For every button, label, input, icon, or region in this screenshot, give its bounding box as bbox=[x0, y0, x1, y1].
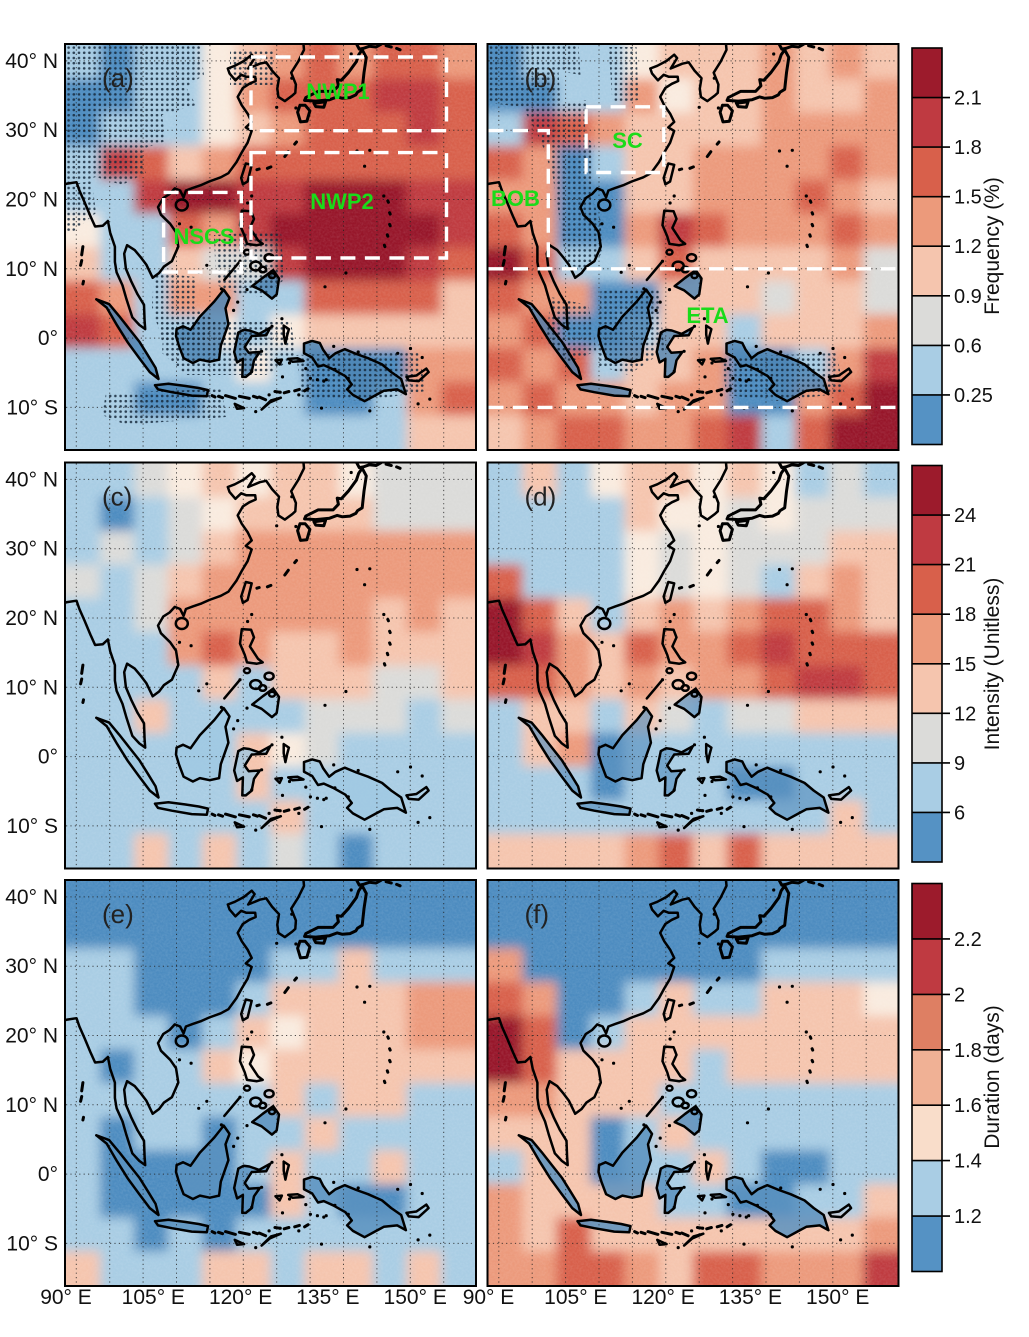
svg-text:NWP1: NWP1 bbox=[306, 79, 370, 104]
svg-text:Intensity (Unitless): Intensity (Unitless) bbox=[981, 578, 1004, 751]
svg-text:105° E: 105° E bbox=[122, 1286, 185, 1309]
svg-text:20° N: 20° N bbox=[5, 1025, 58, 1048]
svg-text:1.8: 1.8 bbox=[954, 137, 982, 159]
svg-text:2.1: 2.1 bbox=[954, 88, 982, 110]
svg-text:120° E: 120° E bbox=[209, 1286, 272, 1309]
svg-text:30° N: 30° N bbox=[5, 538, 58, 561]
svg-text:(b): (b) bbox=[525, 63, 557, 93]
svg-text:105° E: 105° E bbox=[544, 1286, 607, 1309]
svg-text:135° E: 135° E bbox=[719, 1286, 782, 1309]
svg-text:120° E: 120° E bbox=[631, 1286, 694, 1309]
svg-text:SC: SC bbox=[612, 128, 643, 153]
svg-text:20° N: 20° N bbox=[5, 189, 58, 212]
svg-text:1.5: 1.5 bbox=[954, 187, 982, 209]
svg-text:(a): (a) bbox=[102, 63, 134, 93]
svg-text:0°: 0° bbox=[38, 327, 58, 350]
svg-text:0.6: 0.6 bbox=[954, 335, 982, 357]
svg-text:2.2: 2.2 bbox=[954, 929, 982, 951]
svg-text:0.9: 0.9 bbox=[954, 286, 982, 308]
svg-text:10° N: 10° N bbox=[5, 258, 58, 281]
svg-text:NSCS: NSCS bbox=[173, 224, 234, 249]
svg-text:24: 24 bbox=[954, 505, 976, 527]
svg-text:6: 6 bbox=[954, 802, 965, 824]
svg-text:10° S: 10° S bbox=[6, 815, 58, 838]
svg-text:15: 15 bbox=[954, 654, 976, 676]
svg-text:Duration (days): Duration (days) bbox=[981, 1005, 1004, 1149]
svg-text:2: 2 bbox=[954, 984, 965, 1006]
svg-text:12: 12 bbox=[954, 703, 976, 725]
svg-text:(e): (e) bbox=[102, 899, 134, 929]
svg-text:1.2: 1.2 bbox=[954, 1206, 982, 1228]
svg-text:0°: 0° bbox=[38, 1163, 58, 1186]
svg-text:1.6: 1.6 bbox=[954, 1095, 982, 1117]
svg-text:150° E: 150° E bbox=[384, 1286, 447, 1309]
svg-text:18: 18 bbox=[954, 604, 976, 626]
svg-text:(d): (d) bbox=[525, 482, 557, 512]
svg-text:21: 21 bbox=[954, 555, 976, 577]
svg-text:135° E: 135° E bbox=[296, 1286, 359, 1309]
svg-text:0°: 0° bbox=[38, 746, 58, 769]
svg-text:Frequency (%): Frequency (%) bbox=[981, 177, 1004, 315]
svg-text:1.4: 1.4 bbox=[954, 1151, 982, 1173]
svg-text:40° N: 40° N bbox=[5, 468, 58, 491]
svg-text:BOB: BOB bbox=[491, 186, 540, 211]
svg-text:(f): (f) bbox=[525, 899, 550, 929]
svg-text:40° N: 40° N bbox=[5, 50, 58, 73]
svg-text:10° S: 10° S bbox=[6, 396, 58, 419]
svg-text:10° S: 10° S bbox=[6, 1232, 58, 1255]
svg-text:10° N: 10° N bbox=[5, 1094, 58, 1117]
svg-text:NWP2: NWP2 bbox=[310, 189, 374, 214]
svg-text:(c): (c) bbox=[102, 482, 132, 512]
svg-text:1.2: 1.2 bbox=[954, 236, 982, 258]
svg-text:150° E: 150° E bbox=[806, 1286, 869, 1309]
svg-text:0.25: 0.25 bbox=[954, 385, 993, 407]
svg-text:30° N: 30° N bbox=[5, 955, 58, 978]
svg-text:90° E: 90° E bbox=[463, 1286, 515, 1309]
svg-text:10° N: 10° N bbox=[5, 676, 58, 699]
svg-text:40° N: 40° N bbox=[5, 886, 58, 909]
svg-text:ETA: ETA bbox=[686, 303, 728, 328]
svg-text:90° E: 90° E bbox=[40, 1286, 92, 1309]
svg-text:20° N: 20° N bbox=[5, 607, 58, 630]
svg-text:30° N: 30° N bbox=[5, 119, 58, 142]
svg-text:1.8: 1.8 bbox=[954, 1040, 982, 1062]
svg-text:9: 9 bbox=[954, 753, 965, 775]
